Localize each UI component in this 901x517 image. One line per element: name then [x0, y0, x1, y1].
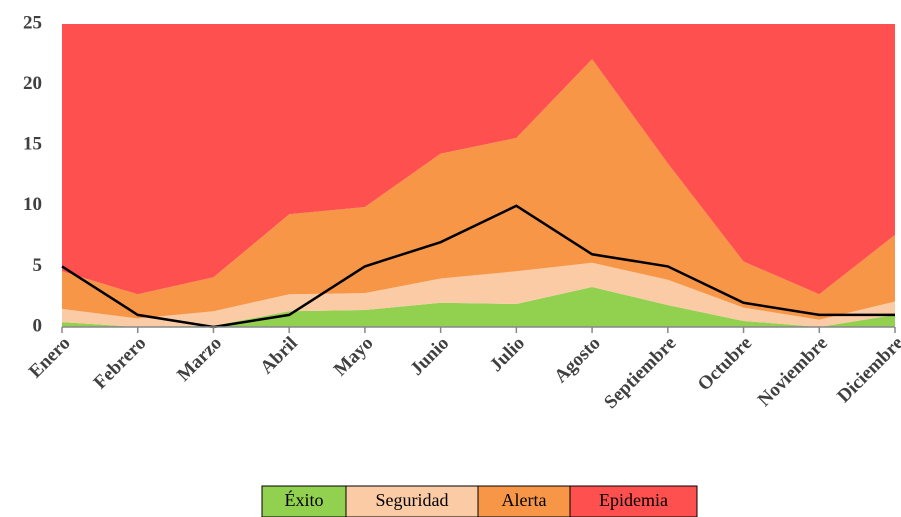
legend-swatch	[477, 485, 571, 517]
x-tick-label: Julio	[486, 333, 529, 376]
y-tick-label: 20	[23, 73, 42, 94]
area	[62, 24, 895, 295]
x-tick-label: Agosto	[550, 333, 604, 387]
legend-swatch	[345, 485, 479, 517]
area	[62, 59, 895, 320]
y-tick-label: 15	[23, 134, 42, 155]
x-tick-label: Mayo	[330, 333, 378, 381]
x-tick-label: Marzo	[173, 333, 226, 386]
legend-label: Seguridad	[376, 490, 449, 510]
legend-swatch	[261, 485, 347, 517]
x-tick-label: Octubre	[694, 333, 756, 395]
x-tick-label: Junio	[406, 333, 453, 380]
legend-label: Alerta	[502, 490, 547, 510]
legend-label: Éxito	[285, 489, 324, 510]
legend-label: Epidemia	[599, 490, 668, 510]
x-tick-label: Febrero	[90, 333, 151, 394]
x-tick-label: Abril	[256, 333, 301, 378]
area	[62, 262, 895, 327]
x-tick-label: Noviembre	[754, 333, 832, 411]
y-tick-label: 25	[23, 12, 42, 33]
x-tick-label: Diciembre	[833, 333, 901, 407]
legend-swatch	[569, 485, 698, 517]
line	[61, 204, 895, 329]
y-tick-label: 10	[23, 194, 42, 215]
x-tick-label: Enero	[25, 333, 75, 383]
y-tick-label: 5	[33, 255, 43, 276]
x-tick-label: Septiembre	[600, 333, 680, 413]
y-tick-label: 0	[33, 315, 43, 336]
